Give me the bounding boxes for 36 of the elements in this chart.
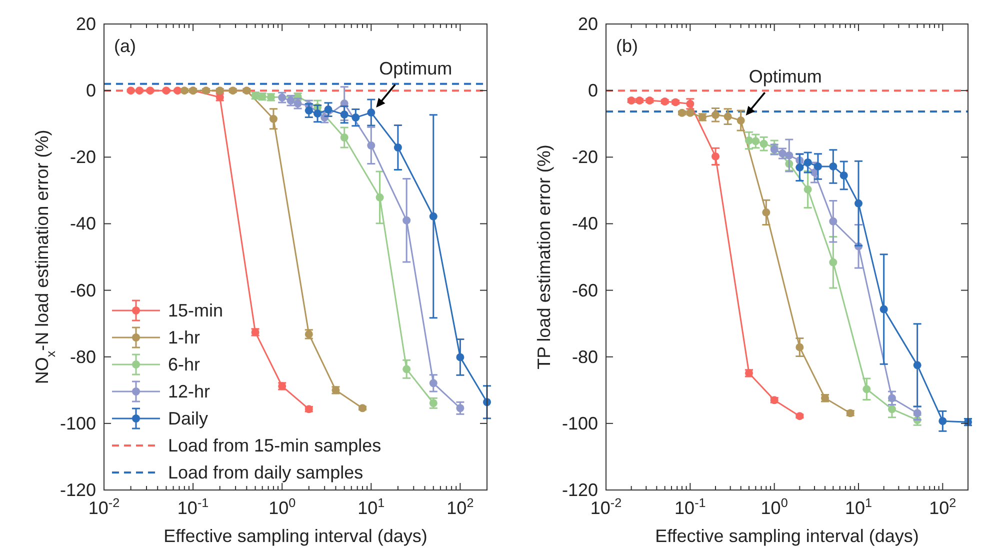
y-tick-label: 0	[588, 80, 598, 101]
legend-label: 6-hr	[168, 354, 200, 374]
annotation: Optimum	[748, 66, 822, 87]
y-tick-label: -40	[572, 214, 598, 234]
y-tick-label: -20	[70, 147, 96, 168]
legend-label: Load from daily samples	[168, 462, 364, 482]
legend-label: 15-min	[168, 300, 224, 320]
y-tick-label: -40	[70, 214, 96, 234]
y-tick-label: -80	[572, 346, 598, 367]
y-tick-label: -60	[70, 280, 96, 300]
x-tick-label: 10$^{0}$	[268, 496, 296, 518]
x-axis-title: Effective sampling interval (days)	[164, 526, 428, 546]
x-tick-label: 10$^{2}$	[929, 496, 956, 518]
y-tick-label: 20	[578, 14, 598, 34]
annotation: Optimum	[379, 58, 452, 79]
legend-label: 1-hr	[168, 328, 200, 348]
y-tick-label: -60	[572, 280, 598, 300]
y-tick-label: -80	[70, 346, 96, 367]
legend-label: 12-hr	[168, 382, 210, 402]
annotation: (a)	[114, 36, 136, 56]
x-tick-label: 10$^{-1}$	[674, 496, 706, 518]
x-tick-label: 10$^{-1}$	[177, 496, 209, 518]
x-tick-label: 10$^{1}$	[358, 496, 385, 518]
x-tick-label: 10$^{1}$	[844, 496, 872, 518]
legend-label: Daily	[168, 408, 208, 428]
legend-label: Load from 15-min samples	[168, 436, 382, 456]
y-tick-label: -100	[562, 413, 598, 434]
x-axis-title: Effective sampling interval (days)	[655, 526, 919, 546]
x-tick-label: 10$^{0}$	[760, 496, 788, 518]
y-tick-label: 20	[76, 14, 96, 34]
annotation: (b)	[616, 36, 638, 56]
x-tick-label: 10$^{2}$	[446, 496, 474, 518]
y-tick-label: -100	[60, 413, 96, 434]
y-axis-title: TP load estimation error (%)	[534, 144, 554, 370]
y-tick-label: -20	[572, 147, 598, 168]
y-tick-label: 0	[86, 80, 96, 101]
